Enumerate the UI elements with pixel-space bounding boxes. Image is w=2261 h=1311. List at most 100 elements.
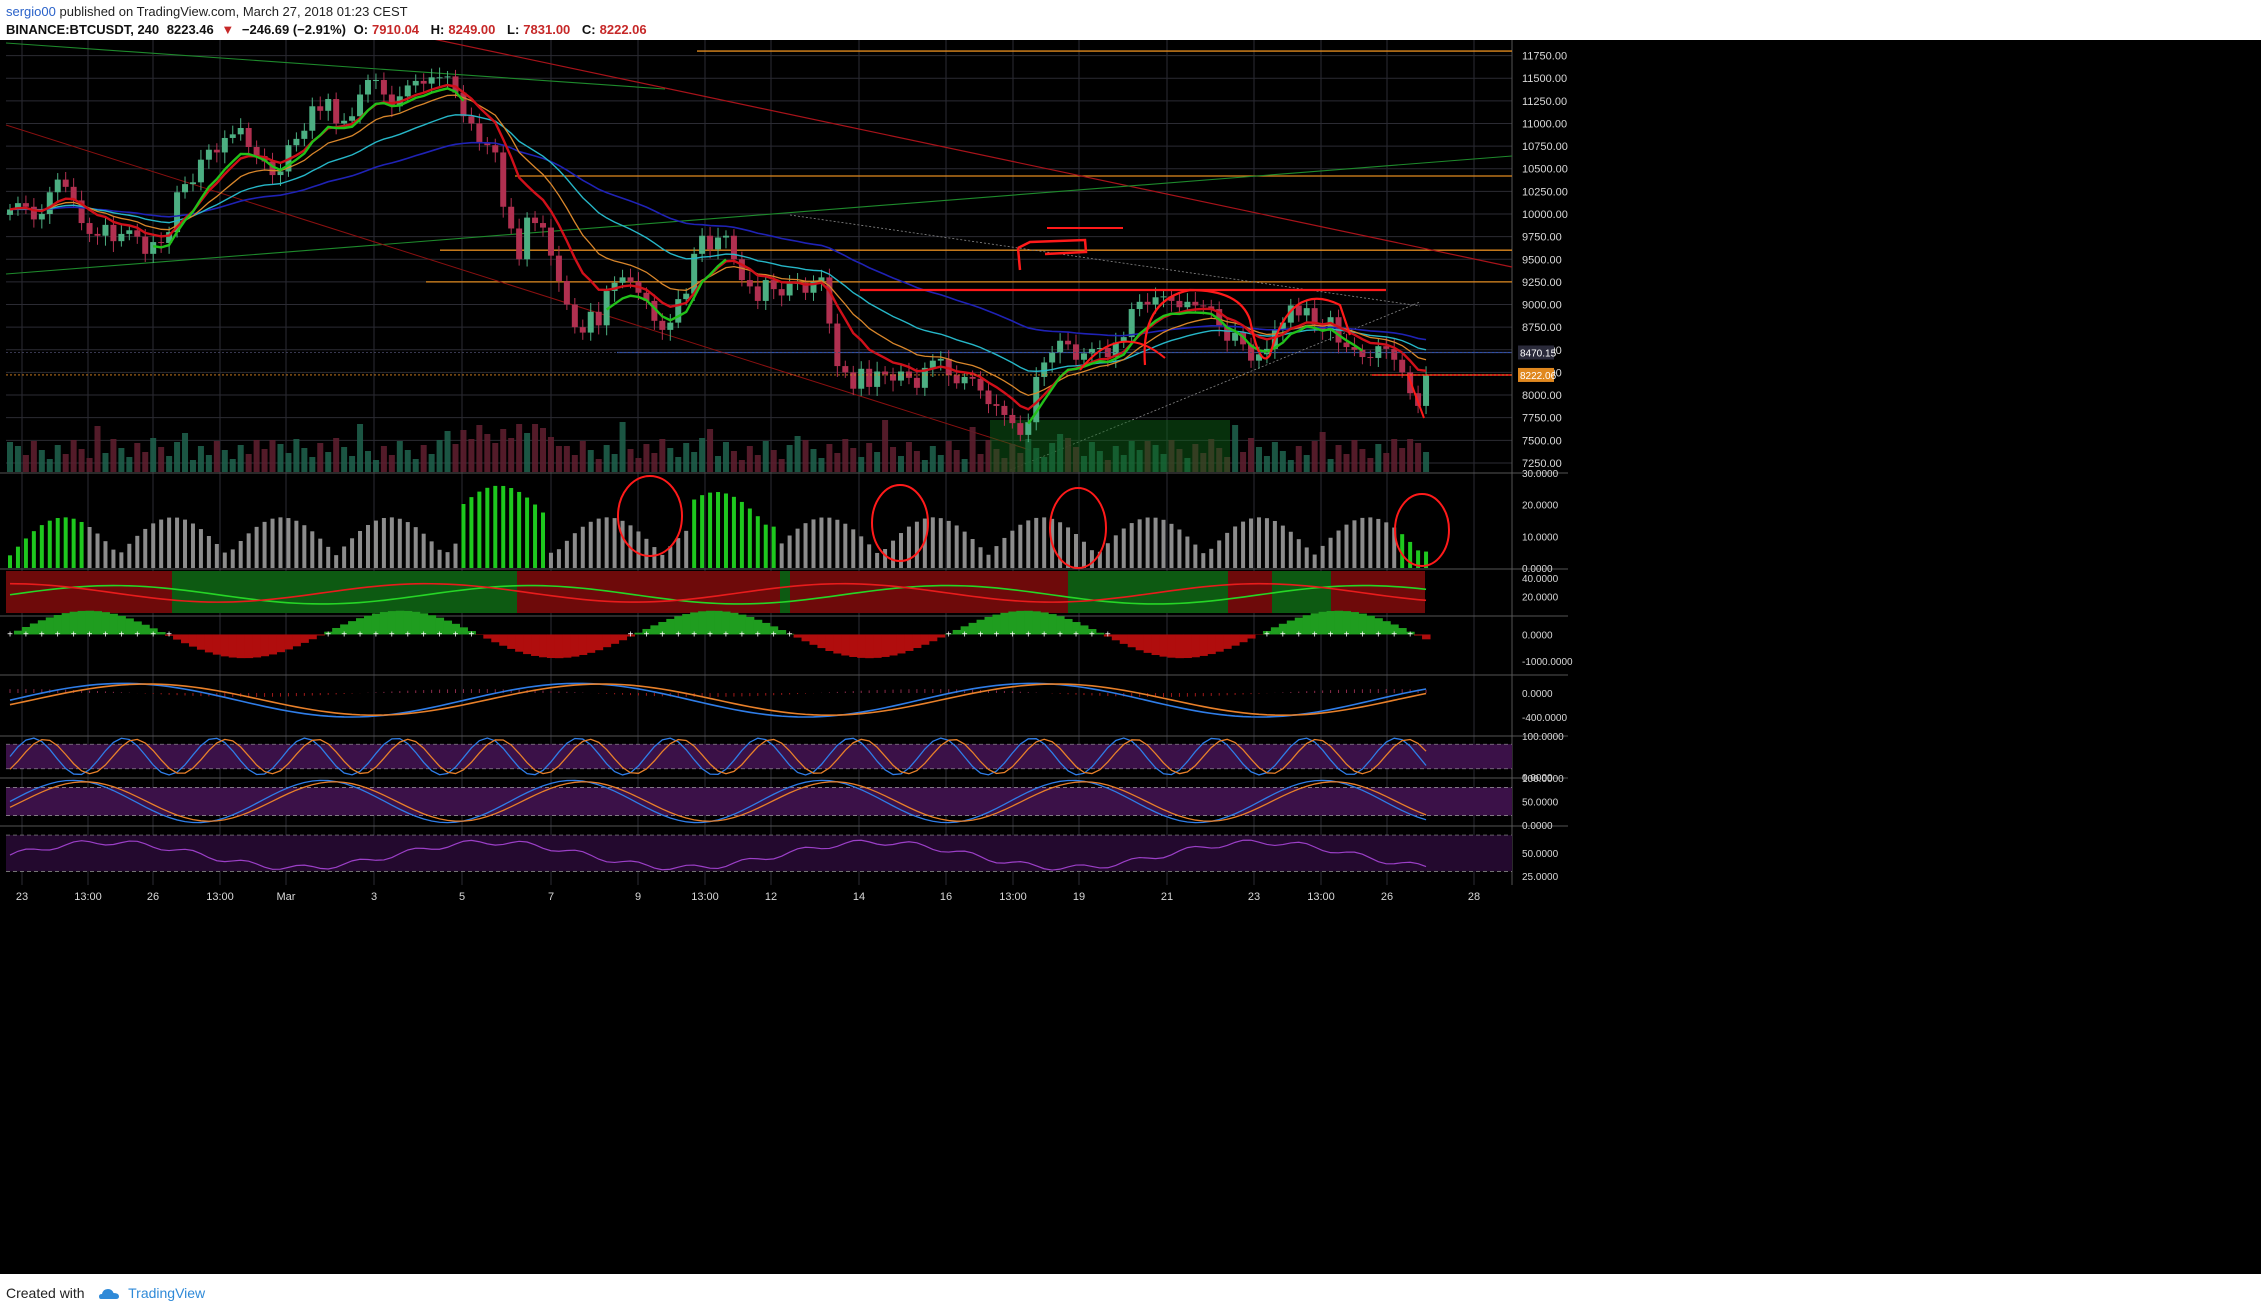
zero-cross-bar <box>467 631 476 635</box>
chart-area[interactable]: 23 13:00 26 13:00 Mar 3 5 7 9 13:00 12 14 16 13:00 19 2… <box>0 31 2261 1274</box>
volume-bar <box>110 439 117 472</box>
rsi-line <box>9 839 1427 871</box>
cross-marker: + <box>723 629 729 640</box>
zero-cross-bar <box>1278 623 1288 635</box>
zero-cross-bar <box>1223 634 1232 649</box>
zero-cross-bar <box>1159 634 1169 657</box>
volume-bar <box>1367 458 1374 472</box>
candle-body <box>913 377 920 388</box>
volume-bar <box>1399 448 1406 472</box>
volume-bar <box>325 452 332 472</box>
zero-cross-bar <box>634 632 643 635</box>
indicator-axis-label: 50.0000 <box>1522 798 1559 809</box>
tradingview-link[interactable]: TradingView <box>128 1285 206 1301</box>
zero-cross-bar <box>944 633 954 635</box>
histogram-bar <box>1288 531 1293 568</box>
histogram-bar <box>1201 553 1206 568</box>
histogram-bar <box>286 518 291 568</box>
cross-marker: + <box>1359 629 1365 640</box>
indicator-axis-label: 50.0000 <box>1522 849 1559 860</box>
zero-cross-bar <box>419 613 429 635</box>
histogram-bar <box>1304 547 1309 568</box>
histogram-bar <box>183 519 188 568</box>
zero-cross-bar <box>1095 632 1105 635</box>
candle-body <box>245 128 252 148</box>
stoch-k-line <box>9 779 1427 824</box>
histogram-bar <box>644 538 649 568</box>
zero-cross-bar <box>992 614 1001 635</box>
histogram-bar <box>692 499 697 568</box>
volume-bar <box>1311 441 1318 472</box>
candle-body <box>404 85 411 97</box>
zero-cross-bar <box>952 629 962 635</box>
volume-bar <box>953 450 960 472</box>
histogram-bar <box>1209 548 1214 568</box>
volume-bar <box>993 449 1000 472</box>
candle-body <box>301 130 308 139</box>
indicator-axis-label: 100.0000 <box>1522 774 1564 785</box>
cross-marker: + <box>389 629 395 640</box>
histogram-bar <box>214 543 219 568</box>
histogram-bar <box>485 487 490 568</box>
candle-body <box>1033 376 1040 423</box>
volume-bar <box>396 441 403 472</box>
volume-bar <box>197 446 204 472</box>
histogram-bar <box>95 533 100 568</box>
histogram-bar <box>978 547 983 568</box>
volume-bar <box>1088 442 1095 472</box>
zero-cross-bar <box>523 634 532 655</box>
zero-cross-bar <box>642 628 651 635</box>
histogram-bar <box>15 546 20 568</box>
published-text: published on TradingView.com, March 27, … <box>59 4 408 19</box>
candle-body <box>1232 332 1239 341</box>
volume-bar <box>683 443 690 472</box>
price-marker-label: 8222.06 <box>1520 371 1557 382</box>
volume-bar <box>1303 455 1310 472</box>
volume-bar <box>404 450 411 472</box>
candle-body <box>1136 301 1143 310</box>
candle-body <box>1128 309 1135 338</box>
volume-bar <box>802 440 809 472</box>
oscillator-zone <box>1228 571 1272 613</box>
candle-body <box>786 283 793 296</box>
volume-bar <box>579 441 586 472</box>
candle-body <box>715 237 722 250</box>
candle-body <box>890 374 897 381</box>
cross-marker: + <box>628 629 634 640</box>
histogram-bar <box>1193 544 1198 568</box>
volume-bar <box>770 450 777 472</box>
candle-body <box>269 161 276 176</box>
volume-bar <box>1001 458 1008 472</box>
chart-svg[interactable]: 23 13:00 26 13:00 Mar 3 5 7 9 13:00 12 14 16 13:00 19 2… <box>0 31 2261 1274</box>
zero-cross-bar <box>1040 612 1049 635</box>
candle-body <box>683 293 690 300</box>
zero-cross-bar <box>753 619 763 635</box>
oscillator-green-line <box>9 584 1427 605</box>
author-link[interactable]: sergio00 <box>6 4 56 19</box>
histogram-bar <box>493 485 498 568</box>
candle-body <box>1224 326 1231 341</box>
zero-cross-bar <box>427 615 437 635</box>
ema-green-line <box>605 258 727 322</box>
cross-marker: + <box>691 629 697 640</box>
zero-cross-bar <box>562 634 572 658</box>
histogram-bar <box>1066 527 1071 568</box>
zero-cross-bar <box>801 634 811 642</box>
histogram-bar <box>254 526 259 568</box>
cross-marker: + <box>437 629 443 640</box>
zero-cross-bar <box>531 634 540 656</box>
volume-bar <box>587 450 594 472</box>
volume-bar <box>715 456 722 472</box>
histogram-bar <box>278 517 283 568</box>
volume-bar <box>635 458 642 472</box>
indicator-axis-label: 100.0000 <box>1522 732 1564 743</box>
histogram-bar <box>1336 530 1341 568</box>
candle-body <box>221 137 228 153</box>
indicator-axis-label: 0.0000 <box>1522 773 1553 784</box>
cross-marker: + <box>1025 629 1031 640</box>
volume-bar <box>1335 445 1342 472</box>
cross-marker: + <box>405 629 411 640</box>
candle-body <box>22 203 29 207</box>
histogram-bar <box>843 523 848 568</box>
histogram-bar <box>922 518 927 568</box>
